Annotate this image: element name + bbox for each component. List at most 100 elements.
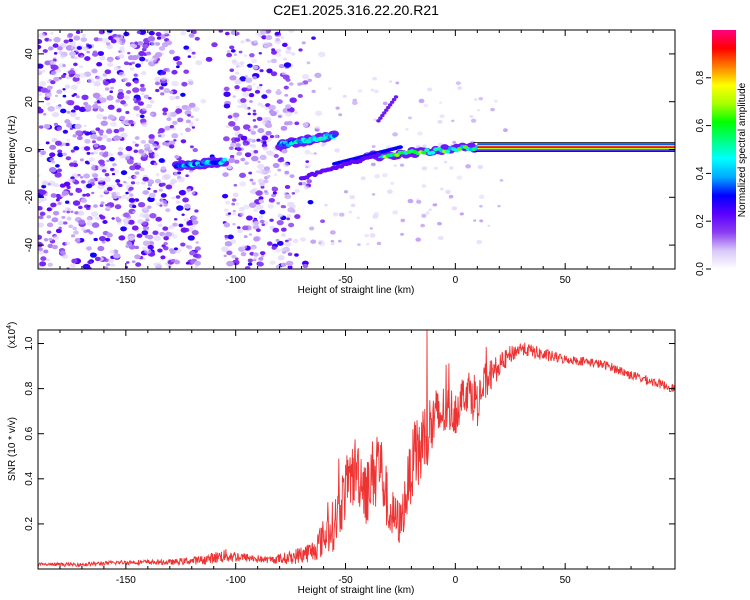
spectrogram-blob [62,94,67,98]
spectrogram-blob [93,144,99,148]
spectrogram-blob [105,237,111,242]
spectrogram-blob [139,83,145,88]
spectrogram-blob [307,199,314,205]
spectrogram-blob [455,81,461,86]
spectrogram-blob [300,237,306,242]
spectrogram-blob [97,177,105,183]
spectrogram-blob [134,164,142,170]
spectrogram-blob [249,100,253,103]
spectrogram-blob [72,226,78,231]
spectrogram-blob [267,204,274,209]
spectrogram-blob [175,200,181,204]
spectrogram-blob [86,217,92,221]
spectrogram-blob [166,117,172,121]
spectrogram-blob [177,117,184,123]
spectrogram-blob [97,184,105,190]
spectrogram-blob [425,211,430,215]
spectrogram-blob [386,105,391,110]
spectrogram-blob [427,87,433,92]
y-tick-label: 0.2 [24,517,35,531]
spectrogram-blob [148,192,156,199]
spectrogram-blob [232,212,237,216]
spectrogram-blob [76,46,82,50]
spectrogram-blob [61,74,66,79]
spectrogram-blob [170,178,177,184]
spectrogram-blob [133,105,140,111]
spectrogram-blob [205,56,213,62]
spectrogram-blob [149,241,154,245]
spectrogram-blob [227,212,232,215]
spectrogram-blob [106,95,114,101]
spectrogram-blob [163,30,170,35]
spectrogram-blob [283,62,292,68]
spectrogram-blob [180,242,186,247]
spectrogram-blob [263,179,269,184]
spectrogram-blob [46,258,51,262]
spectrogram-blob [194,36,200,41]
spectrogram-blob [49,85,53,89]
spectrogram-blob [259,219,265,224]
spectrogram-blob [120,226,127,232]
spectrogram-blob [452,140,457,144]
spectrogram-blob [168,111,172,115]
spectrogram-blob [50,32,54,35]
spectrogram-blob [249,53,255,58]
spectrogram-blob [433,166,438,170]
spectrogram-blob [113,253,121,259]
spectrogram-blob [72,200,81,206]
spectrogram-blob [121,194,128,199]
spectrogram-blob [160,92,165,96]
spectrogram-blob [183,45,190,50]
spectrogram-blob [284,184,291,190]
spectrogram-blob [147,35,156,42]
spectrogram-blob [268,151,276,157]
spectrogram-blob [58,50,64,55]
spectrogram-blob [306,61,311,65]
spectrogram-blob [171,69,178,75]
spectrogram-blob [140,181,146,185]
spectrogram-blob [149,99,155,104]
spectrogram-blob [38,44,42,50]
spectrogram-blob [366,242,370,246]
spectrogram-blob [256,116,263,122]
spectrogram-blob [288,82,294,86]
spectrogram-blob [80,55,84,58]
spectrogram-blob [234,85,240,90]
spectrogram-blob [134,41,139,45]
spectrogram-blob [281,71,287,76]
spectrogram-blob [407,198,414,204]
spectrogram-blob [38,215,44,220]
spectrogram-blob [239,172,247,178]
spectrogram-blob [122,77,129,83]
spectrogram-blob [175,195,181,199]
spectrogram-blob [137,41,144,46]
spectrogram-blob [234,137,241,142]
spectrogram-blob [128,119,134,124]
spectrogram-blob [190,145,194,149]
spectrogram-blob [62,152,67,156]
spectrogram-blob [240,98,247,103]
spectrogram-blob [130,123,135,127]
spectrogram-blob [303,185,310,190]
spectrogram-blob [128,186,134,191]
spectrogram-blob [240,40,245,44]
spectrogram-blob [283,121,290,126]
spectrogram-blob [132,204,137,209]
spectrogram-blob [232,112,240,118]
spectrogram-blob [43,237,49,242]
spectrogram-blob [78,205,83,210]
spectrogram-blob [165,184,173,190]
spectrogram-blob [357,243,361,246]
spectrogram-blob [92,92,101,99]
spectrogram-blob [153,153,160,158]
spectrogram-blob [270,71,278,77]
spectrogram-blob [277,213,284,218]
spectrogram-xlabel: Height of straight line (km) [298,285,415,296]
spectrogram-blob [44,60,51,66]
spectrogram-blob [284,194,292,200]
spectrogram-blob [465,164,472,169]
spectrogram-blob [420,223,426,228]
spectrogram-blob [46,207,52,212]
spectrogram-blob [38,174,41,177]
spectrogram-blob [133,79,139,84]
